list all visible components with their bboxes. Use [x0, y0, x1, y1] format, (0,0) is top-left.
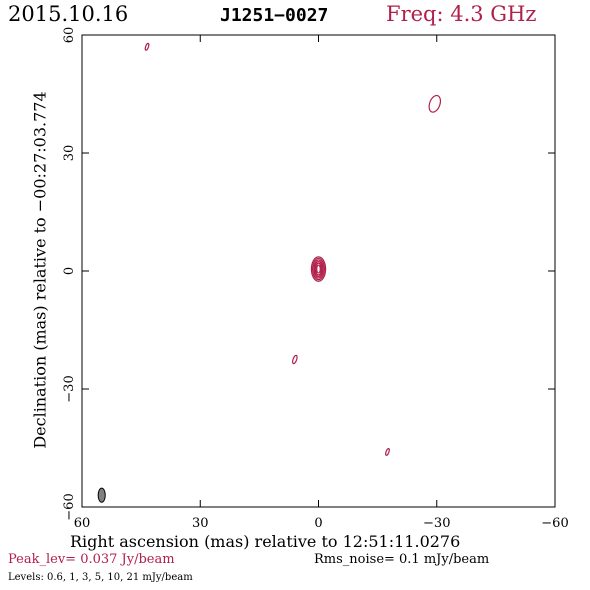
peak-level: Peak_lev= 0.037 Jy/beam — [8, 552, 175, 567]
y-tick-label: −60 — [62, 493, 77, 520]
contour-blob — [144, 42, 150, 51]
y-tick-label: 30 — [62, 145, 77, 162]
beam-ellipse — [97, 487, 106, 503]
x-axis-label: Right ascension (mas) relative to 12:51:… — [70, 532, 461, 551]
y-tick-label: 60 — [62, 27, 77, 44]
core-contour — [313, 259, 324, 279]
contour-blob — [428, 94, 442, 113]
contour-blob — [292, 354, 298, 365]
contour-levels: Levels: 0.6, 1, 3, 5, 10, 21 mJy/beam — [8, 572, 193, 583]
y-tick-label: 0 — [62, 267, 77, 275]
core-contour — [310, 256, 327, 282]
y-axis-label: Declination (mas) relative to −00:27:03.… — [30, 91, 50, 449]
epoch-date: 2015.10.16 — [8, 2, 129, 26]
x-tick-label: 30 — [192, 516, 209, 531]
x-tick-label: −30 — [423, 516, 450, 531]
contour-blob — [385, 447, 390, 456]
source-name: J1251−0027 — [220, 5, 329, 26]
x-tick-label: 0 — [314, 516, 322, 531]
core-contour — [314, 260, 323, 278]
core-contour — [315, 262, 322, 276]
y-tick-label: −30 — [62, 375, 77, 402]
core-contour — [311, 257, 326, 281]
frequency-label: Freq: 4.3 GHz — [386, 2, 537, 26]
core-contour — [316, 264, 321, 274]
x-tick-label: 60 — [74, 516, 91, 531]
x-tick-label: −60 — [541, 516, 568, 531]
rms-noise: Rms_noise= 0.1 mJy/beam — [314, 552, 490, 567]
plot-frame — [81, 34, 556, 508]
